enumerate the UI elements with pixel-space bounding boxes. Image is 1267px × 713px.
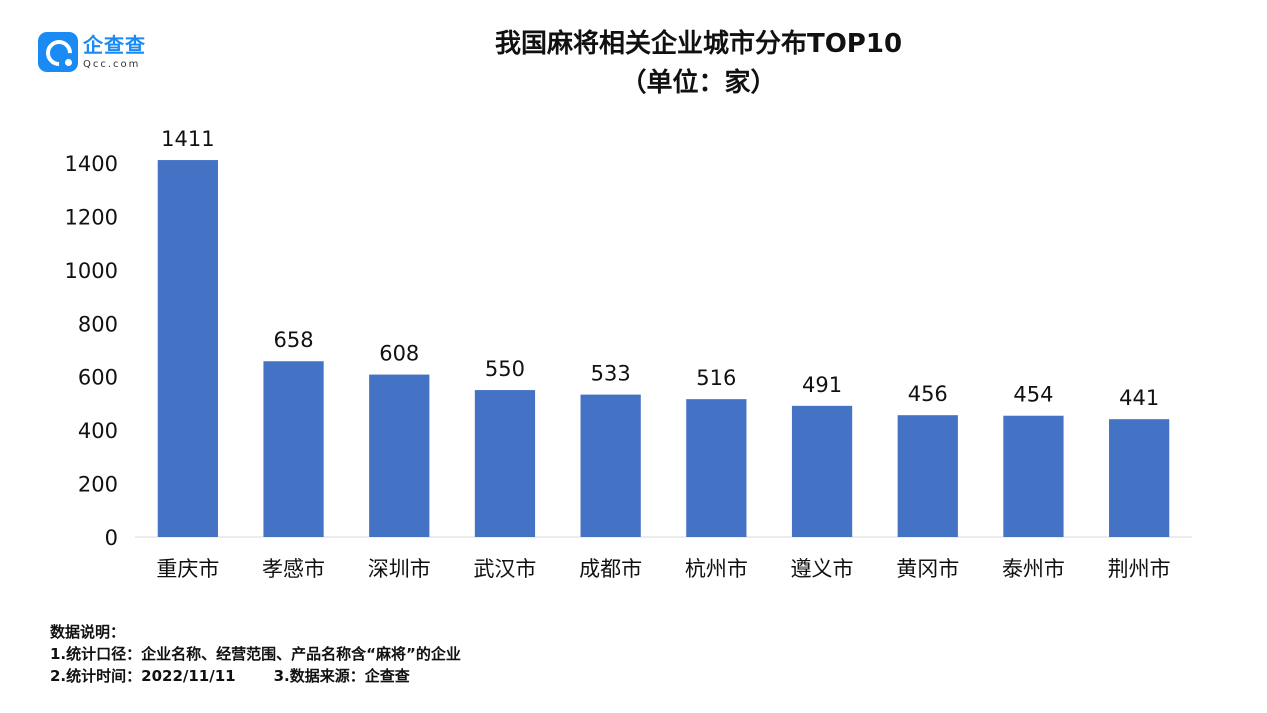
notes-line-2-date: 2.统计时间：2022/11/11 [50, 667, 236, 685]
x-tick-label: 深圳市 [368, 557, 431, 581]
x-tick-label: 孝感市 [262, 557, 325, 581]
y-tick-label: 1400 [65, 152, 118, 176]
brand-name-cn: 企查查 [83, 32, 146, 57]
bar [369, 374, 430, 537]
x-tick-label: 杭州市 [685, 557, 748, 581]
y-tick-label: 1000 [65, 259, 118, 283]
notes-heading: 数据说明： [50, 623, 126, 641]
data-notes: 数据说明： 1.统计口径：企业名称、经营范围、产品名称含“麻将”的企业 2.统计… [50, 621, 461, 687]
chart-title: 我国麻将相关企业城市分布TOP10 [494, 29, 903, 59]
notes-line-1: 1.统计口径：企业名称、经营范围、产品名称含“麻将”的企业 [50, 645, 461, 663]
data-label: 456 [908, 382, 948, 406]
y-tick-label: 400 [78, 419, 118, 443]
bar [580, 394, 641, 537]
bar [897, 415, 958, 537]
x-tick-label: 重庆市 [156, 557, 219, 581]
data-label: 608 [379, 342, 419, 366]
y-tick-label: 0 [105, 526, 118, 550]
x-tick-label: 泰州市 [1002, 557, 1065, 581]
qcc-logo-icon [38, 32, 78, 72]
chart-subtitle: （单位：家） [620, 68, 777, 98]
data-label: 454 [1013, 383, 1053, 407]
x-tick-label: 黄冈市 [896, 557, 959, 581]
y-tick-label: 600 [78, 366, 118, 390]
brand-logo: 企查查 Qcc.com [38, 32, 146, 72]
data-label: 491 [802, 373, 842, 397]
bar [686, 399, 747, 537]
bar [474, 390, 536, 537]
notes-line-2-source: 3.数据来源：企查查 [273, 667, 410, 685]
data-label: 516 [696, 366, 736, 390]
data-label: 550 [485, 357, 525, 381]
data-label: 1411 [161, 127, 214, 151]
bar [157, 160, 218, 537]
bar [1109, 419, 1170, 537]
brand-name-en: Qcc.com [83, 58, 141, 70]
y-tick-label: 800 [78, 312, 118, 336]
x-tick-label: 成都市 [579, 557, 642, 581]
x-tick-label: 遵义市 [791, 557, 854, 581]
data-label: 658 [274, 328, 314, 352]
bar-chart: 0 200 400 600 800 1000 1200 1400 1411 重庆市 658 孝感市 60… [65, 127, 1192, 581]
x-tick-label: 武汉市 [473, 557, 536, 581]
bar [1003, 415, 1064, 537]
bar [263, 361, 324, 537]
data-label: 441 [1119, 386, 1159, 410]
y-tick-label: 200 [78, 473, 118, 497]
x-tick-label: 荆州市 [1108, 557, 1171, 581]
bar [791, 405, 853, 537]
y-tick-label: 1200 [65, 205, 118, 229]
data-label: 533 [591, 362, 631, 386]
